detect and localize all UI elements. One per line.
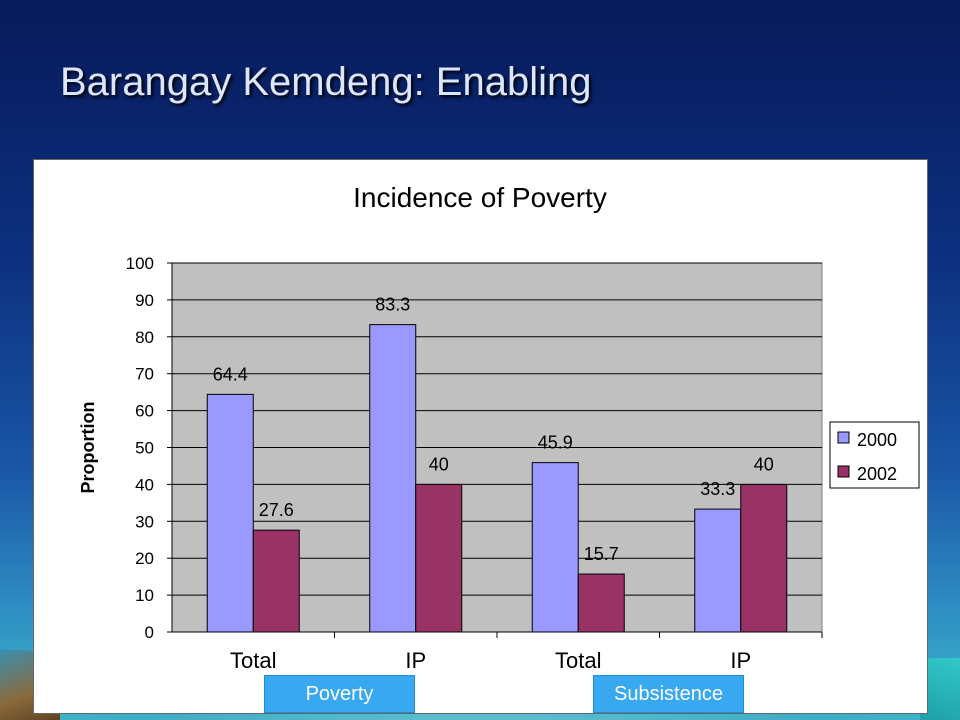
chart-svg: Incidence of Poverty 0 10 20 30 40 50 60 70 80 90 1… [78, 182, 920, 673]
bar-2002-3 [740, 483, 788, 633]
y-tick-label: 40 [135, 475, 154, 494]
legend-label-2000: 2000 [857, 430, 897, 450]
y-tick-label: 100 [126, 254, 154, 273]
y-tick-label: 20 [135, 549, 154, 568]
data-label-2000-0: 64.4 [213, 364, 248, 384]
bar-2000-0 [206, 393, 254, 633]
legend-swatch-2000 [837, 431, 850, 444]
y-tick-label: 80 [135, 328, 154, 347]
legend-swatch-2002 [837, 465, 850, 478]
chart-title: Incidence of Poverty [353, 182, 607, 213]
bar-2000-1 [369, 324, 417, 633]
bar-2000-2 [531, 462, 579, 633]
group-label-subsistence: Subsistence [593, 675, 744, 713]
y-tick-label: 30 [135, 512, 154, 531]
x-tick-label: IP [730, 648, 751, 673]
data-label-2002-3: 40 [754, 454, 774, 474]
bar-2002-2 [577, 573, 625, 633]
data-label-2002-1: 40 [429, 454, 449, 474]
slide-title: Barangay Kemdeng: Enabling [60, 60, 592, 104]
y-tick-label: 0 [145, 623, 154, 642]
bar-2000-3 [694, 508, 742, 633]
y-tick-label: 60 [135, 402, 154, 421]
data-label-2000-3: 33.3 [700, 479, 735, 499]
y-axis-label: Proportion [78, 402, 98, 494]
y-tick-label: 70 [135, 365, 154, 384]
bar-2002-1 [415, 483, 463, 633]
bar-2002-0 [252, 529, 300, 633]
chart-panel: Incidence of Poverty 0 10 20 30 40 50 60 70 80 90 1… [33, 159, 928, 714]
group-label-poverty: Poverty [264, 675, 415, 713]
data-label-2000-2: 45.9 [538, 433, 573, 453]
x-tick-label: IP [405, 648, 426, 673]
y-tick-label: 90 [135, 291, 154, 310]
data-label-2002-0: 27.6 [259, 500, 294, 520]
y-tick-label: 10 [135, 586, 154, 605]
legend-label-2002: 2002 [857, 464, 897, 484]
data-label-2002-2: 15.7 [584, 544, 619, 564]
y-tick-label: 50 [135, 439, 154, 458]
x-tick-label: Total [230, 648, 276, 673]
data-label-2000-1: 83.3 [375, 295, 410, 315]
x-tick-label: Total [555, 648, 601, 673]
